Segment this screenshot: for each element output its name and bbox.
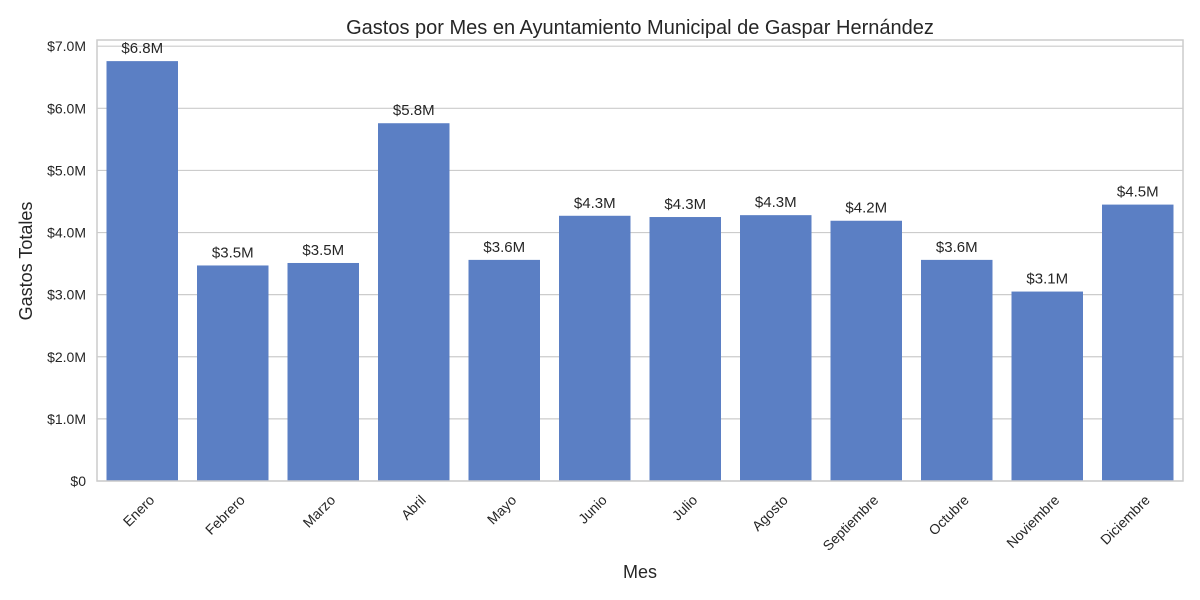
y-tick-label: $0: [70, 473, 86, 489]
bar-value-label: $3.6M: [483, 239, 525, 256]
bar-value-label: $4.3M: [755, 194, 797, 211]
bar-value-label: $3.1M: [1026, 271, 1068, 288]
y-axis-ticks: $0 $1.0M $2.0M $3.0M $4.0M $5.0M $6.0M $7.0M: [47, 38, 86, 489]
bar-value-label: $4.3M: [664, 196, 706, 213]
bar: [378, 123, 450, 481]
bar: [197, 265, 269, 481]
y-tick-label: $5.0M: [47, 162, 86, 178]
bar: [1011, 291, 1083, 481]
x-tick-label: Septiembre: [819, 492, 881, 554]
bar: [1102, 204, 1174, 482]
chart-title: Gastos por Mes en Ayuntamiento Municipal…: [346, 17, 934, 39]
y-tick-label: $2.0M: [47, 349, 86, 365]
bar: [287, 262, 359, 481]
bar-value-label: $6.8M: [121, 40, 163, 57]
y-tick-label: $7.0M: [47, 38, 86, 54]
x-tick-label: Julio: [669, 492, 701, 524]
bar-value-label: $4.2M: [845, 200, 887, 217]
y-tick-label: $4.0M: [47, 225, 86, 241]
y-tick-label: $1.0M: [47, 411, 86, 427]
bar-value-label: $3.6M: [936, 239, 978, 256]
x-tick-label: Noviembre: [1003, 492, 1062, 551]
x-tick-label: Febrero: [202, 492, 248, 538]
grid-lines: [97, 45, 1183, 482]
y-tick-label: $6.0M: [47, 100, 86, 116]
bar-value-label: $5.8M: [393, 102, 435, 119]
x-tick-label: Junio: [575, 492, 610, 527]
x-tick-label: Agosto: [749, 492, 791, 534]
plot-frame: [96, 39, 1184, 482]
data-labels: $6.8M $3.5M $3.5M $5.8M $3.6M $4.3M $4.3M $4.3M…: [121, 40, 1158, 287]
x-tick-label: Abril: [398, 492, 429, 523]
x-tick-label: Marzo: [300, 492, 339, 531]
y-axis-label: Gastos Totales: [16, 202, 36, 321]
bar-value-label: $4.3M: [574, 195, 616, 212]
bar: [740, 215, 812, 481]
x-tick-label: Diciembre: [1097, 492, 1153, 548]
x-axis-label: Mes: [623, 562, 657, 582]
y-tick-label: $3.0M: [47, 287, 86, 303]
bar: [921, 259, 993, 481]
bar: [468, 259, 540, 481]
x-axis-ticks: Enero Febrero Marzo Abril Mayo Junio Julio Agos…: [120, 492, 1153, 554]
x-tick-label: Mayo: [484, 492, 520, 528]
bar: [106, 61, 178, 481]
x-tick-label: Enero: [120, 492, 158, 530]
bar-value-label: $3.5M: [302, 242, 344, 259]
x-tick-label: Octubre: [925, 492, 972, 539]
bar: [559, 215, 631, 481]
bar: [830, 220, 902, 481]
bar-value-label: $4.5M: [1117, 184, 1159, 201]
bar: [649, 217, 721, 482]
bars: [106, 61, 1174, 482]
bar-value-label: $3.5M: [212, 244, 254, 261]
